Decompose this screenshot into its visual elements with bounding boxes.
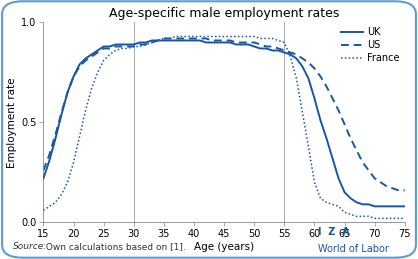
Text: I  Z  A: I Z A	[318, 227, 349, 237]
X-axis label: Age (years): Age (years)	[194, 242, 254, 252]
Text: Source:: Source:	[13, 242, 47, 251]
Legend: UK, US, France: UK, US, France	[341, 27, 400, 63]
Y-axis label: Employment rate: Employment rate	[7, 77, 17, 168]
Title: Age-specific male employment rates: Age-specific male employment rates	[109, 7, 339, 20]
Text: Own calculations based on [1].: Own calculations based on [1].	[43, 242, 186, 251]
Text: World of Labor: World of Labor	[318, 244, 389, 254]
